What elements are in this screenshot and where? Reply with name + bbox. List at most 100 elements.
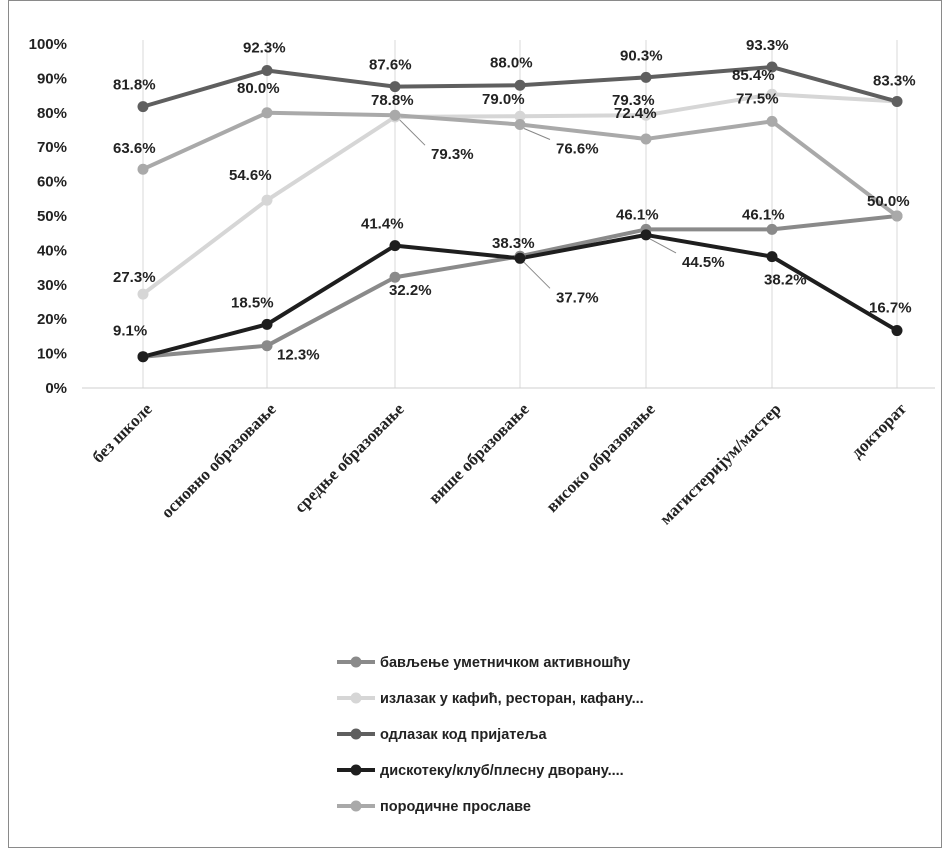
legend-label: одлазак код пријатеља	[380, 727, 547, 743]
x-axis: без школе основно образовање средње образо…	[89, 399, 911, 528]
y-tick-label: 60%	[37, 174, 67, 191]
data-label: 79.3%	[612, 92, 655, 109]
series-points	[137, 61, 903, 363]
data-label: 92.3%	[243, 39, 286, 56]
y-tick-label: 10%	[37, 346, 67, 363]
x-category-label: више образовање	[425, 399, 533, 507]
data-point	[891, 95, 903, 107]
y-tick-label: 100%	[29, 36, 67, 53]
data-point	[261, 194, 273, 206]
data-label: 88.0%	[490, 54, 533, 71]
data-point	[766, 61, 778, 73]
x-category-label: без школе	[89, 399, 157, 467]
leader-line	[523, 128, 551, 140]
data-label: 77.5%	[736, 90, 779, 107]
data-label: 81.8%	[113, 77, 156, 94]
legend-label: бављење уметничком активношћу	[380, 655, 630, 671]
data-point	[389, 271, 401, 283]
y-tick-label: 0%	[45, 380, 67, 397]
data-point	[891, 210, 903, 222]
x-category-label: средње образовање	[291, 399, 409, 517]
y-axis: 0% 10% 20% 30% 40% 50% 60% 70% 80% 90% 100%	[29, 36, 67, 397]
x-category-label: високо образовање	[542, 399, 659, 516]
legend-marker	[350, 764, 362, 776]
leader-line	[398, 118, 426, 146]
data-label: 87.6%	[369, 57, 412, 74]
data-point	[640, 229, 652, 241]
data-point	[766, 115, 778, 127]
y-tick-label: 70%	[37, 139, 67, 156]
data-point	[389, 109, 401, 121]
data-label: 9.1%	[113, 323, 147, 340]
data-label: 37.7%	[556, 289, 599, 306]
data-label: 38.2%	[764, 272, 807, 289]
data-point	[261, 107, 273, 119]
data-point	[891, 325, 903, 337]
data-label: 79.3%	[431, 146, 474, 163]
data-label: 38.3%	[492, 235, 535, 252]
legend-label: дискотеку/клуб/плесну дворану....	[380, 763, 624, 779]
data-point	[640, 109, 652, 121]
data-point	[766, 88, 778, 100]
data-point	[514, 110, 526, 122]
data-labels: 12.3% 32.2% 38.3% 46.1% 46.1% 50.0% 27.3% 54.6%…	[113, 37, 916, 364]
data-point	[640, 71, 652, 83]
legend-marker	[350, 800, 362, 812]
data-point	[137, 101, 149, 113]
data-label: 50.0%	[867, 193, 910, 210]
data-label: 78.8%	[371, 92, 414, 109]
data-label: 80.0%	[237, 80, 280, 97]
data-label: 63.6%	[113, 140, 156, 157]
data-label: 46.1%	[742, 206, 785, 223]
data-label: 79.0%	[482, 91, 525, 108]
y-tick-label: 20%	[37, 311, 67, 328]
data-point	[389, 240, 401, 252]
data-label: 90.3%	[620, 47, 663, 64]
data-label: 32.2%	[389, 282, 432, 299]
data-point	[514, 252, 526, 264]
data-point	[137, 288, 149, 300]
x-category-label: докторат	[847, 399, 910, 462]
x-category-label: магистеријум/мастер	[656, 399, 785, 528]
data-label: 46.1%	[616, 206, 659, 223]
data-point	[137, 163, 149, 175]
data-point	[261, 64, 273, 76]
data-label: 18.5%	[231, 294, 274, 311]
leader-line	[649, 238, 677, 254]
leader-line	[523, 261, 551, 289]
x-category-label: основно образовање	[157, 399, 280, 522]
y-tick-label: 30%	[37, 277, 67, 294]
data-label: 83.3%	[873, 72, 916, 89]
leader-lines	[398, 118, 677, 289]
data-point	[137, 351, 149, 363]
data-point	[514, 118, 526, 130]
data-label: 93.3%	[746, 37, 789, 54]
data-label: 27.3%	[113, 269, 156, 286]
data-label: 41.4%	[361, 216, 404, 233]
y-tick-label: 90%	[37, 70, 67, 87]
data-label: 72.4%	[614, 105, 657, 122]
data-point	[640, 133, 652, 145]
data-point	[766, 251, 778, 263]
legend-marker	[350, 692, 362, 704]
data-label: 16.7%	[869, 300, 912, 317]
data-point	[766, 223, 778, 235]
data-label: 54.6%	[229, 167, 272, 184]
data-point	[514, 79, 526, 91]
legend-marker	[350, 728, 362, 740]
legend: бављење уметничком активношћу излазак у к…	[337, 655, 644, 815]
y-tick-label: 50%	[37, 208, 67, 225]
legend-marker	[350, 656, 362, 668]
chart-frame	[8, 0, 942, 848]
data-label: 76.6%	[556, 140, 599, 157]
data-label: 12.3%	[277, 347, 320, 364]
data-label: 85.4%	[732, 67, 775, 84]
data-label: 44.5%	[682, 254, 725, 271]
y-tick-label: 80%	[37, 105, 67, 122]
y-tick-label: 40%	[37, 242, 67, 259]
data-point	[261, 340, 273, 352]
legend-label: породичне прославе	[380, 799, 531, 815]
legend-label: излазак у кафић, ресторан, кафану...	[380, 691, 644, 707]
data-point	[261, 318, 273, 330]
